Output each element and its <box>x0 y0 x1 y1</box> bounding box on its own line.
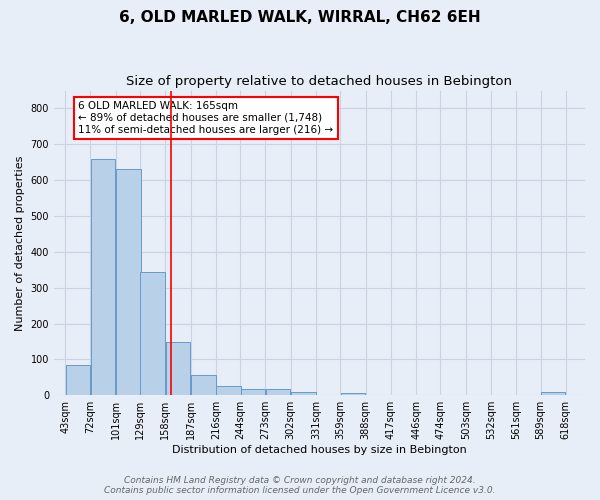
Bar <box>65 366 90 395</box>
X-axis label: Distribution of detached houses by size in Bebington: Distribution of detached houses by size … <box>172 445 467 455</box>
Title: Size of property relative to detached houses in Bebington: Size of property relative to detached ho… <box>127 75 512 88</box>
Bar <box>91 158 115 395</box>
Bar <box>241 389 265 395</box>
Bar <box>266 389 290 395</box>
Bar <box>541 392 565 395</box>
Bar <box>140 272 165 395</box>
Text: Contains HM Land Registry data © Crown copyright and database right 2024.
Contai: Contains HM Land Registry data © Crown c… <box>104 476 496 495</box>
Text: 6 OLD MARLED WALK: 165sqm
← 89% of detached houses are smaller (1,748)
11% of se: 6 OLD MARLED WALK: 165sqm ← 89% of detac… <box>78 102 334 134</box>
Bar <box>116 170 140 395</box>
Bar <box>291 392 316 395</box>
Bar <box>191 375 215 395</box>
Bar <box>216 386 241 395</box>
Bar <box>341 392 365 395</box>
Text: 6, OLD MARLED WALK, WIRRAL, CH62 6EH: 6, OLD MARLED WALK, WIRRAL, CH62 6EH <box>119 10 481 25</box>
Bar <box>166 342 190 395</box>
Y-axis label: Number of detached properties: Number of detached properties <box>15 155 25 330</box>
